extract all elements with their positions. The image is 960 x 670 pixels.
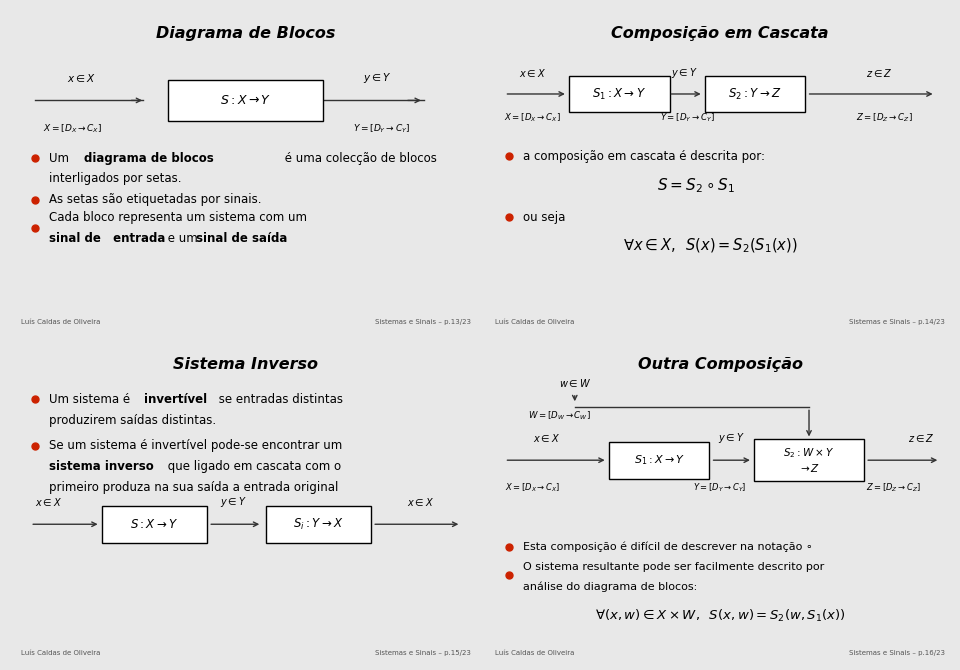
Text: $Z = [D_Z \rightarrow C_Z]$: $Z = [D_Z \rightarrow C_Z]$ [866, 481, 921, 494]
Text: $y \in Y$: $y \in Y$ [718, 431, 745, 445]
Text: $X = [D_X \rightarrow C_X]$: $X = [D_X \rightarrow C_X]$ [504, 112, 561, 124]
Text: $S : X \rightarrow Y$: $S : X \rightarrow Y$ [131, 518, 179, 531]
Text: se entradas distintas: se entradas distintas [215, 393, 344, 406]
Text: interligados por setas.: interligados por setas. [49, 172, 181, 186]
Text: Sistemas e Sinais – p.14/23: Sistemas e Sinais – p.14/23 [849, 318, 945, 324]
Text: Luís Caldas de Oliveira: Luís Caldas de Oliveira [495, 318, 574, 324]
Bar [102, 506, 207, 543]
Text: $w \in W$: $w \in W$ [559, 377, 591, 389]
Text: $z \in Z$: $z \in Z$ [866, 67, 893, 79]
Text: análise do diagrama de blocos:: análise do diagrama de blocos: [523, 582, 698, 592]
Text: $x \in X$: $x \in X$ [533, 431, 561, 444]
Text: $x \in X$: $x \in X$ [35, 496, 62, 508]
Bar [609, 442, 709, 478]
Text: é uma colecção de blocos: é uma colecção de blocos [281, 151, 437, 165]
Text: .: . [276, 232, 280, 245]
Text: $Y = [D_Y \rightarrow C_Y]$: $Y = [D_Y \rightarrow C_Y]$ [353, 123, 410, 135]
Text: sistema inverso: sistema inverso [49, 460, 154, 473]
Bar [754, 440, 864, 481]
Text: Composição em Cascata: Composição em Cascata [612, 25, 828, 41]
Text: $Y = [D_Y \rightarrow C_Y]$: $Y = [D_Y \rightarrow C_Y]$ [660, 112, 715, 124]
Bar [705, 76, 805, 113]
Text: $X = [D_X \rightarrow C_X]$: $X = [D_X \rightarrow C_X]$ [43, 123, 102, 135]
Text: As setas são etiquetadas por sinais.: As setas são etiquetadas por sinais. [49, 193, 261, 206]
Text: Cada bloco representa um sistema com um: Cada bloco representa um sistema com um [49, 211, 311, 224]
Text: que ligado em cascata com o: que ligado em cascata com o [164, 460, 341, 473]
Text: Luís Caldas de Oliveira: Luís Caldas de Oliveira [495, 649, 574, 655]
Text: diagrama de blocos: diagrama de blocos [84, 151, 214, 165]
Text: $S_2 : W \times Y$
$\rightarrow Z$: $S_2 : W \times Y$ $\rightarrow Z$ [783, 446, 834, 474]
Text: primeiro produza na sua saída a entrada original: primeiro produza na sua saída a entrada … [49, 481, 338, 494]
Text: Luís Caldas de Oliveira: Luís Caldas de Oliveira [21, 318, 100, 324]
Text: $y \in Y$: $y \in Y$ [671, 66, 698, 80]
Text: $y \in Y$: $y \in Y$ [363, 71, 391, 85]
Text: sinal de: sinal de [49, 232, 101, 245]
Text: Diagrama de Blocos: Diagrama de Blocos [156, 25, 335, 41]
Bar [168, 80, 324, 121]
Text: Um: Um [49, 151, 73, 165]
Text: invertível: invertível [144, 393, 207, 406]
Text: produzirem saídas distintas.: produzirem saídas distintas. [49, 413, 216, 427]
Text: Sistemas e Sinais – p.13/23: Sistemas e Sinais – p.13/23 [374, 318, 470, 324]
Text: $X = [D_X \rightarrow C_X]$: $X = [D_X \rightarrow C_X]$ [505, 481, 561, 494]
Text: $W = [D_W \rightarrow C_W]$: $W = [D_W \rightarrow C_W]$ [528, 409, 590, 421]
Text: $\forall (x,w) \in X \times W, \;\; S(x,w) = S_2(w, S_1(x))$: $\forall (x,w) \in X \times W, \;\; S(x,… [594, 608, 846, 624]
Text: ou seja: ou seja [523, 211, 565, 224]
Text: e um: e um [164, 232, 202, 245]
Bar [266, 506, 372, 543]
Text: $Z = [D_Z \rightarrow C_Z]$: $Z = [D_Z \rightarrow C_Z]$ [855, 112, 912, 124]
Text: Esta composição é difícil de descrever na notação ∘: Esta composição é difícil de descrever n… [523, 541, 813, 552]
Text: Um sistema é: Um sistema é [49, 393, 133, 406]
Text: Sistema Inverso: Sistema Inverso [173, 356, 319, 372]
Text: $S = S_2 \circ S_1$: $S = S_2 \circ S_1$ [658, 176, 735, 194]
Text: sinal de saída: sinal de saída [196, 232, 287, 245]
Text: $y \in Y$: $y \in Y$ [220, 495, 247, 509]
Text: Outra Composição: Outra Composição [637, 356, 803, 372]
Text: $S_1 : X \rightarrow Y$: $S_1 : X \rightarrow Y$ [592, 86, 646, 102]
Text: $\forall x \in X, \;\; S(x) = S_2(S_1(x))$: $\forall x \in X, \;\; S(x) = S_2(S_1(x)… [623, 237, 798, 255]
Text: Luís Caldas de Oliveira: Luís Caldas de Oliveira [21, 649, 100, 655]
Text: Se um sistema é invertível pode-se encontrar um: Se um sistema é invertível pode-se encon… [49, 440, 343, 452]
Text: $Y = [D_Y \rightarrow C_Y]$: $Y = [D_Y \rightarrow C_Y]$ [693, 481, 747, 494]
Text: Sistemas e Sinais – p.15/23: Sistemas e Sinais – p.15/23 [374, 649, 470, 655]
Text: Sistemas e Sinais – p.16/23: Sistemas e Sinais – p.16/23 [849, 649, 945, 655]
Text: $S : X \rightarrow Y$: $S : X \rightarrow Y$ [220, 94, 272, 107]
Text: $x \in X$: $x \in X$ [519, 67, 546, 79]
Text: $S_1 : X \rightarrow Y$: $S_1 : X \rightarrow Y$ [634, 454, 684, 467]
Text: $S_i : Y \rightarrow X$: $S_i : Y \rightarrow X$ [293, 517, 344, 532]
Text: $S_2 : Y \rightarrow Z$: $S_2 : Y \rightarrow Z$ [729, 86, 781, 102]
Text: $x \in X$: $x \in X$ [407, 496, 435, 508]
Text: O sistema resultante pode ser facilmente descrito por: O sistema resultante pode ser facilmente… [523, 563, 825, 572]
Text: $x \in X$: $x \in X$ [67, 72, 96, 84]
Text: a composição em cascata é descrita por:: a composição em cascata é descrita por: [523, 150, 765, 163]
Text: entrada: entrada [109, 232, 165, 245]
Bar [569, 76, 670, 113]
Text: $z \in Z$: $z \in Z$ [908, 431, 935, 444]
